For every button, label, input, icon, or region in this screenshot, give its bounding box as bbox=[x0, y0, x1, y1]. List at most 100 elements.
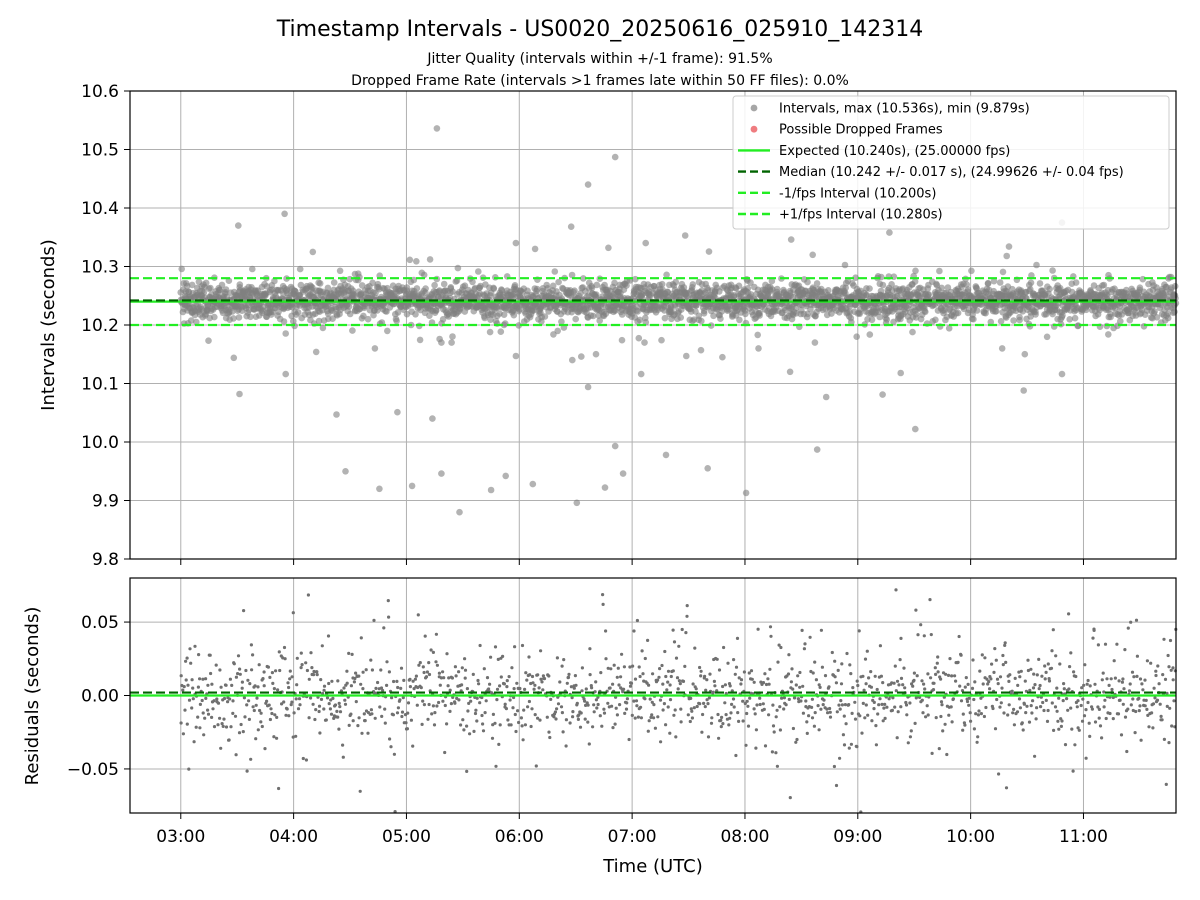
residual-point bbox=[1021, 728, 1025, 732]
residual-point bbox=[466, 709, 470, 713]
residual-point bbox=[732, 658, 736, 662]
interval-point bbox=[568, 271, 576, 279]
residual-point bbox=[641, 672, 645, 676]
residual-point bbox=[1011, 711, 1015, 715]
residual-point bbox=[612, 663, 616, 667]
residual-point bbox=[774, 715, 778, 719]
residual-point bbox=[562, 658, 566, 662]
residual-point bbox=[775, 764, 780, 768]
residual-point bbox=[373, 716, 377, 720]
residual-point bbox=[1026, 658, 1030, 662]
interval-point bbox=[970, 315, 977, 323]
x-tick-label: 03:00 bbox=[156, 827, 205, 847]
residual-point bbox=[463, 657, 467, 661]
interval-point bbox=[330, 279, 338, 286]
residual-point bbox=[1164, 782, 1168, 787]
interval-point bbox=[510, 311, 518, 319]
residual-point bbox=[1022, 702, 1026, 706]
residual-point bbox=[191, 697, 195, 701]
residual-point bbox=[1058, 662, 1062, 666]
residual-point bbox=[527, 699, 532, 704]
residual-point bbox=[947, 713, 951, 717]
residual-point bbox=[679, 707, 683, 711]
residual-point bbox=[525, 678, 529, 682]
residual-point bbox=[675, 676, 680, 680]
interval-point bbox=[925, 291, 933, 298]
residual-point bbox=[1116, 712, 1121, 716]
residual-point bbox=[994, 658, 998, 662]
residual-point bbox=[298, 703, 302, 707]
interval-point bbox=[280, 318, 288, 325]
legend-marker bbox=[750, 104, 758, 112]
residual-point bbox=[801, 684, 805, 688]
residual-point bbox=[263, 747, 267, 751]
residual-point bbox=[1012, 723, 1017, 727]
residual-point bbox=[652, 703, 656, 707]
residual-point bbox=[275, 736, 279, 740]
residual-point bbox=[787, 653, 791, 657]
residual-point bbox=[322, 684, 327, 688]
residual-point bbox=[632, 629, 636, 633]
residual-point bbox=[1047, 679, 1052, 683]
residual-point bbox=[890, 708, 895, 713]
residual-point bbox=[761, 702, 765, 706]
x-axis-label: Time (UTC) bbox=[602, 856, 703, 877]
residual-point bbox=[1071, 769, 1075, 773]
residual-point bbox=[771, 703, 775, 707]
interval-outlier-point bbox=[886, 229, 893, 236]
y-tick-label: 10.1 bbox=[81, 375, 119, 395]
residual-point bbox=[1151, 726, 1155, 730]
residual-point bbox=[658, 698, 663, 702]
residual-point bbox=[599, 671, 603, 675]
residual-point bbox=[925, 704, 929, 708]
residual-point bbox=[1111, 717, 1115, 721]
interval-outlier-point bbox=[786, 368, 794, 376]
residual-point bbox=[646, 638, 650, 643]
residual-point bbox=[422, 670, 426, 675]
residual-point bbox=[307, 716, 311, 720]
residual-point bbox=[750, 677, 754, 681]
residual-point bbox=[286, 681, 290, 685]
residual-point bbox=[493, 645, 498, 649]
residual-point bbox=[276, 688, 280, 692]
residual-point bbox=[1050, 649, 1054, 653]
interval-point bbox=[635, 334, 643, 342]
residual-point bbox=[606, 701, 610, 705]
interval-outlier-point bbox=[554, 327, 561, 335]
residual-point bbox=[245, 703, 249, 707]
interval-point bbox=[193, 318, 200, 326]
residual-point bbox=[564, 718, 569, 722]
residual-point bbox=[204, 696, 208, 701]
residual-point bbox=[214, 663, 218, 667]
residual-point bbox=[1086, 700, 1090, 705]
residual-point bbox=[1065, 697, 1069, 701]
residual-point bbox=[957, 634, 961, 639]
residual-point bbox=[969, 719, 973, 723]
y-tick-label: 10.5 bbox=[81, 141, 119, 161]
residual-point bbox=[973, 680, 977, 684]
residual-point bbox=[512, 687, 516, 691]
residual-point bbox=[558, 680, 562, 684]
residual-point bbox=[404, 721, 408, 725]
residual-point bbox=[1127, 689, 1132, 693]
residual-point bbox=[717, 668, 722, 672]
interval-point bbox=[271, 277, 278, 285]
residual-point bbox=[463, 676, 467, 680]
residual-point bbox=[839, 682, 844, 686]
interval-point bbox=[1107, 313, 1114, 321]
residual-point bbox=[639, 716, 644, 720]
residual-point bbox=[1137, 696, 1141, 701]
interval-point bbox=[876, 313, 883, 321]
residual-point bbox=[647, 683, 651, 687]
residual-point bbox=[805, 731, 809, 736]
interval-outlier-point bbox=[683, 352, 690, 360]
residual-point bbox=[351, 719, 355, 723]
legend-label: -1/fps Interval (10.200s) bbox=[779, 186, 936, 201]
residual-point bbox=[1044, 670, 1048, 675]
interval-outlier-point bbox=[502, 472, 510, 480]
residual-point bbox=[1120, 680, 1124, 684]
residual-point bbox=[652, 716, 656, 720]
residual-point bbox=[856, 683, 860, 688]
residual-point bbox=[833, 675, 837, 679]
residual-point bbox=[370, 712, 374, 716]
